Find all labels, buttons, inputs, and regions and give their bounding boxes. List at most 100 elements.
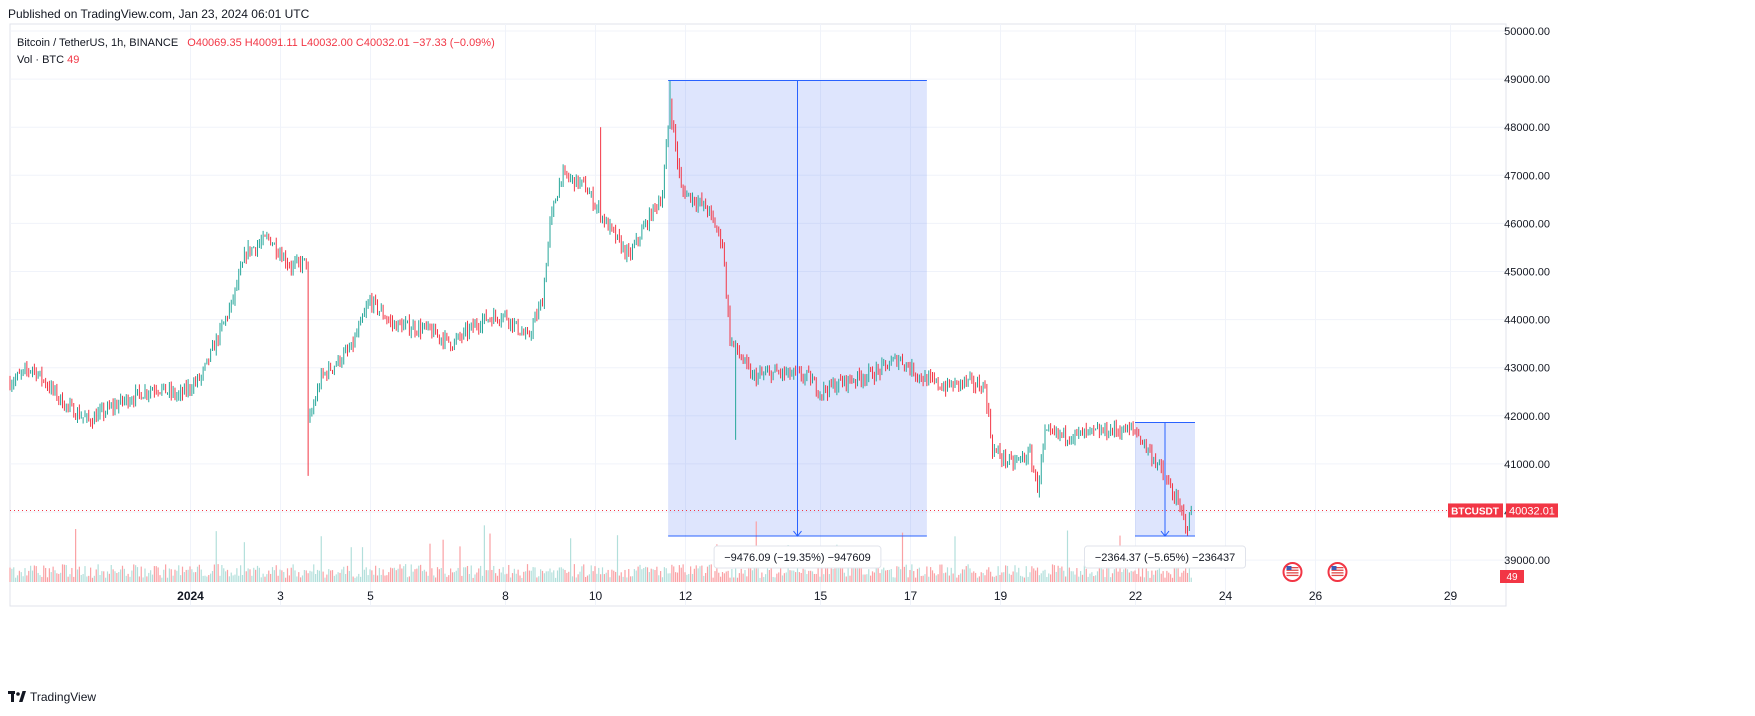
volume-bar [337, 572, 339, 582]
volume-bar [778, 572, 780, 582]
flag-stripe [1286, 567, 1299, 569]
volume-bar [241, 575, 244, 582]
volume-bar [710, 564, 712, 582]
volume-bar [766, 568, 769, 582]
volume-bar [301, 575, 304, 582]
volume-bar [1106, 565, 1108, 582]
volume-bar [378, 568, 380, 582]
volume-bar [125, 575, 127, 582]
footer-brand[interactable]: TradingView [8, 690, 96, 704]
volume-bar [296, 576, 298, 582]
flag-stripe [1286, 574, 1299, 577]
volume-bar [358, 573, 360, 582]
tradingview-logo-icon [8, 691, 26, 703]
volume-bar [905, 564, 907, 582]
volume-bar [605, 572, 607, 582]
volume-bar [86, 576, 88, 582]
volume-bar [1179, 576, 1181, 582]
volume-bar [918, 567, 920, 582]
volume-bar [1001, 572, 1003, 582]
volume-bar [63, 564, 65, 582]
measure-ranges [668, 80, 1195, 537]
volume-bar [943, 573, 945, 582]
volume-bar [673, 566, 675, 582]
volume-bar [9, 567, 11, 582]
volume-bar [901, 532, 904, 582]
volume-bar [438, 569, 440, 582]
volume-bar [928, 576, 930, 582]
volume-bar [309, 570, 311, 582]
volume-bar [95, 569, 97, 582]
volume-bar [1102, 569, 1104, 582]
volume-bar [478, 568, 480, 582]
volume-bar [1155, 570, 1157, 582]
volume-bar [69, 574, 71, 582]
volume-bar [693, 568, 695, 582]
event-ring [1282, 562, 1303, 582]
volume-bar [746, 576, 748, 582]
volume-bar [165, 564, 167, 582]
volume-bar [174, 569, 176, 582]
flag-canton [1286, 566, 1292, 570]
volume-bar [88, 575, 90, 582]
volume-bar [326, 574, 328, 582]
volume-bar [982, 573, 984, 582]
volume-bar [802, 568, 804, 582]
volume-bar [628, 569, 630, 582]
price-tick-label: 41000.00 [1504, 459, 1550, 471]
volume-bar [1025, 566, 1027, 582]
volume-bar [421, 571, 424, 582]
volume-bar [166, 577, 169, 582]
volume-bar [795, 572, 797, 582]
volume-bar [1115, 566, 1117, 582]
volume-legend-label[interactable]: Vol · BTC [17, 54, 65, 66]
volume-bar [480, 565, 482, 582]
volume-bar [793, 570, 795, 582]
volume-bar [630, 576, 632, 582]
last-price-symbol-badge [1448, 503, 1503, 518]
volume-bar [1027, 576, 1029, 582]
volume-bar [915, 577, 917, 582]
symbol-name[interactable]: Bitcoin / TetherUS, 1h, BINANCE [17, 37, 179, 49]
volume-bar [121, 565, 124, 582]
volume-bar [583, 564, 585, 582]
volume-bar [48, 568, 50, 582]
volume-bar [43, 565, 45, 582]
time-tick-label: 15 [814, 589, 828, 603]
volume-bar [585, 576, 587, 582]
ohlc-low: L40032.00 [300, 37, 353, 49]
volume-bar [900, 569, 902, 582]
volume-bar [1078, 576, 1080, 582]
volume-bar [646, 567, 649, 582]
volume-bar [504, 574, 506, 582]
volume-bar [948, 575, 950, 582]
volume-bar [540, 569, 542, 582]
volume-bar [502, 567, 504, 582]
volume-bar [412, 571, 414, 582]
volume-bar [112, 569, 114, 582]
volume-bar [735, 568, 737, 582]
volume-bar [330, 570, 332, 582]
price-range-label-text: −9476.09 (−19.35%) −947609 [724, 552, 871, 564]
volume-bar [703, 575, 705, 582]
volume-bar [431, 568, 433, 582]
volume-bar [271, 567, 274, 582]
volume-bar [500, 572, 502, 582]
volume-bar [1055, 571, 1057, 582]
volume-bar [1098, 567, 1100, 582]
volume-bar [1048, 573, 1050, 582]
volume-bar [568, 571, 570, 582]
volume-bar [757, 564, 759, 582]
volume-bar [590, 565, 592, 582]
volume-bar [448, 575, 450, 582]
volume-bar [457, 567, 459, 582]
volume-bar [965, 566, 967, 582]
flag-stripe [1331, 567, 1344, 569]
volume-bar [986, 569, 988, 582]
volume-bar [1072, 571, 1074, 582]
volume-bar [468, 574, 470, 582]
volume-bar [536, 577, 538, 582]
volume-bar [16, 575, 19, 582]
volume-bar [405, 564, 407, 582]
